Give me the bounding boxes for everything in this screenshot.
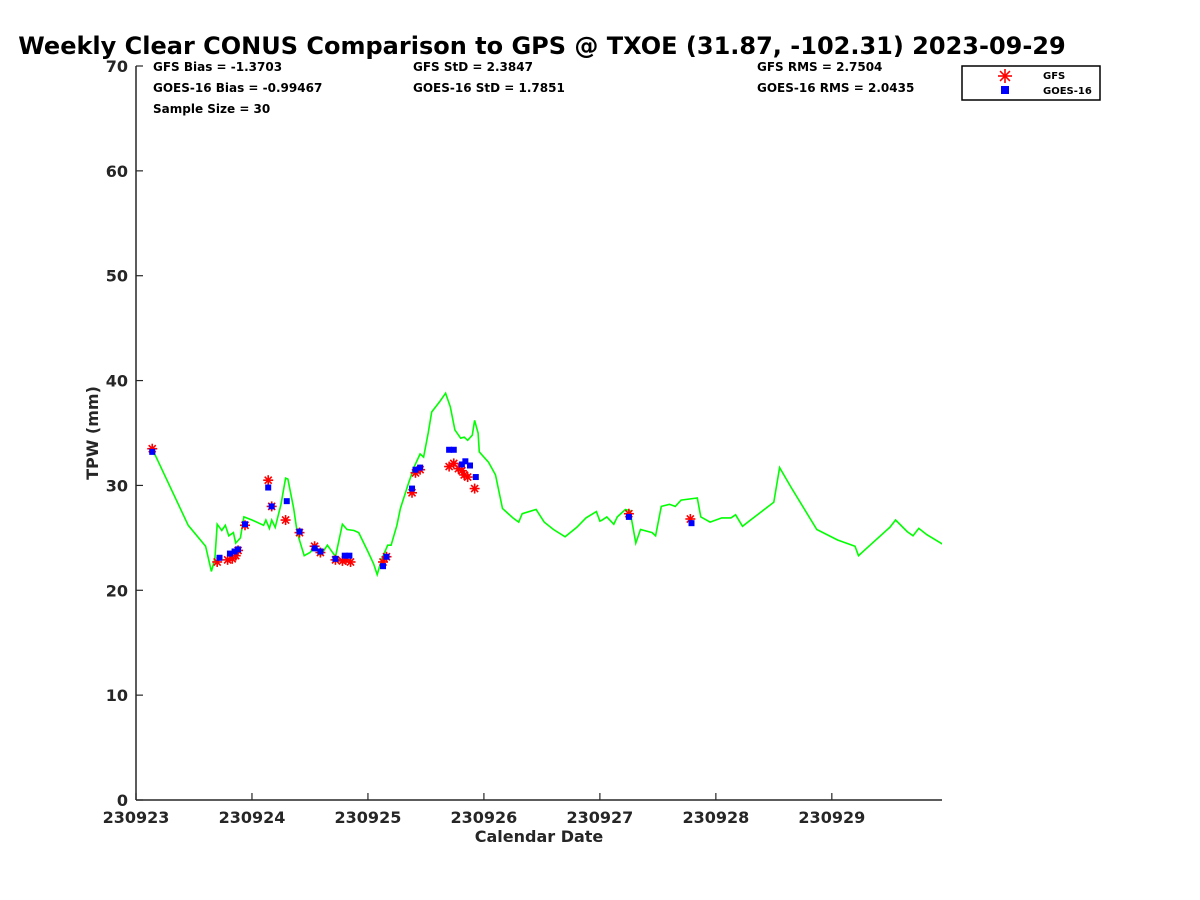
goes-16-point [417,464,424,471]
goes-16-point [462,458,469,465]
goes-16-point [317,548,324,555]
goes-16-point [149,448,156,455]
goes-16-point [383,553,390,560]
y-tick-label: 30 [106,476,128,495]
y-tick-label: 70 [106,57,128,76]
y-tick-label: 10 [106,686,128,705]
goes-16-point [216,554,223,561]
goes-16-point [235,546,242,553]
y-axis-label: TPW (mm) [83,386,102,480]
gfs-point [960,496,970,506]
chart-title: Weekly Clear CONUS Comparison to GPS @ T… [18,32,1065,60]
goes-16-point [450,446,457,453]
goes-16-point [1018,494,1024,500]
gfs-point [1015,507,1025,517]
series-line-gps [151,391,942,578]
x-tick-label: 230924 [219,808,286,827]
gfs-bias-stat: GFS Bias = -1.3703 [153,60,282,74]
goes-16-point [341,552,348,559]
goes-16-point [380,563,387,570]
y-tick-label: 60 [106,162,128,181]
goes-16-point [472,474,479,481]
goes-16-point [226,550,233,557]
goes-std-stat: GOES-16 StD = 1.7851 [413,81,565,95]
x-tick-label: 230926 [451,808,518,827]
legend: GFS GOES-16 [961,65,1101,101]
gfs-rms-stat: GFS RMS = 2.7504 [757,60,882,74]
x-tick-label: 230925 [335,808,402,827]
gfs-point [462,472,473,483]
gfs-point [263,475,274,486]
gfs-point [469,483,480,494]
goes-16-point [311,545,318,552]
x-axis-label: Calendar Date [475,827,604,846]
gfs-legend-asterisk [998,69,1012,83]
y-tick-label: 20 [106,581,128,600]
goes-16-point [283,498,290,505]
x-tick-label: 230928 [682,808,749,827]
plot-area [147,391,1025,578]
y-tick-label: 50 [106,267,128,286]
sample-size-stat: Sample Size = 30 [153,102,270,116]
goes-16-point [242,521,249,528]
x-tick-label: 230929 [798,808,865,827]
y-tick-label: 0 [117,791,128,810]
goes-16-point [296,528,303,535]
x-tick-label: 230927 [566,808,633,827]
goes-16-point [688,520,695,527]
legend-goes-label: GOES-16 [1043,86,1092,97]
goes-16-point [458,461,465,468]
goes-16-point [268,503,275,510]
goes-bias-stat: GOES-16 Bias = -0.99467 [153,81,322,95]
goes-16-point [409,485,416,492]
legend-box [961,65,1101,101]
goes-16-point [446,446,453,453]
axes: 0 10 20 30 40 50 60 70 230923 230924 230925 230926 2… [103,57,942,827]
goes-16-point [466,462,473,469]
goes-16-point [625,513,632,520]
goes-16-point [412,466,419,473]
legend-gfs-label: GFS [1043,71,1065,82]
legend-goes-marker [1001,86,1009,94]
x-tick-label: 230923 [103,808,170,827]
goes-16-point [231,548,238,555]
goes-16-point [265,484,272,491]
goes-16-point [332,555,339,562]
gfs-point [280,515,291,526]
goes-16-point [346,552,353,559]
legend-gfs-marker [998,69,1012,83]
gfs-std-stat: GFS StD = 2.3847 [413,60,533,74]
gfs-point [448,458,459,469]
goes-16-point [963,517,969,523]
y-tick-label: 40 [106,372,128,391]
goes-rms-stat: GOES-16 RMS = 2.0435 [757,81,914,95]
